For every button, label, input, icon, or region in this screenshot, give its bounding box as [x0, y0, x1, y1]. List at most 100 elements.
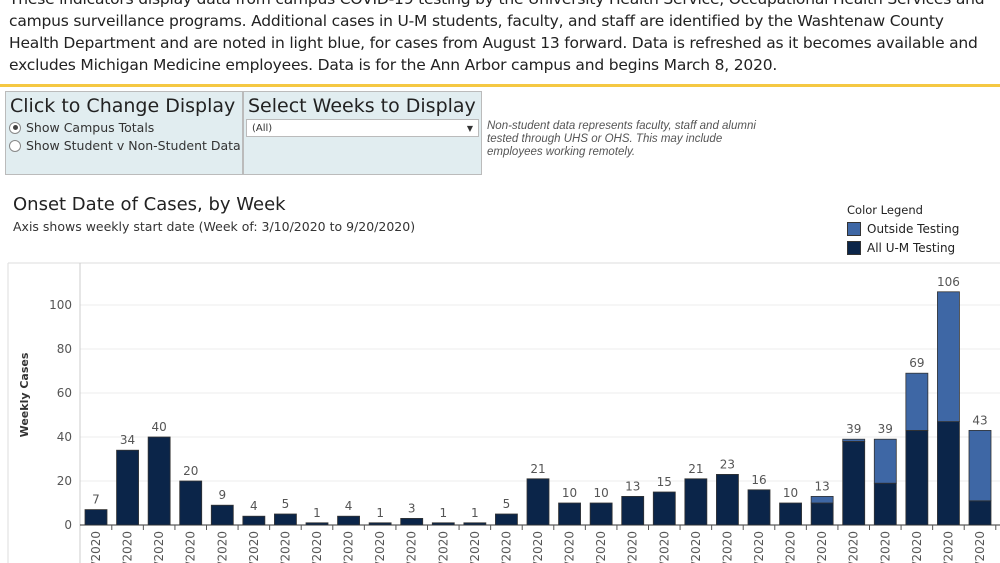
- data-label: 10: [594, 486, 609, 500]
- data-label: 43: [972, 413, 987, 427]
- legend-swatch: [847, 241, 861, 255]
- x-tick-label: /2020: [784, 531, 798, 563]
- x-tick-label: /2020: [89, 531, 103, 563]
- display-panel: Click to Change Display Show Campus Tota…: [5, 91, 243, 175]
- bar-um-testing: [337, 515, 360, 526]
- legend-item-outside[interactable]: Outside Testing: [847, 222, 959, 236]
- radio-selected-icon: [9, 121, 21, 134]
- weeks-panel-title: Select Weeks to Display: [248, 95, 476, 117]
- bar-um-testing: [116, 449, 139, 526]
- data-label: 13: [815, 479, 830, 493]
- weeks-dropdown[interactable]: (All) ▼: [246, 119, 479, 137]
- bar-outside-testing: [873, 438, 897, 484]
- x-tick-label: /2020: [342, 531, 356, 563]
- chevron-down-icon: ▼: [466, 123, 473, 133]
- data-label: 5: [503, 497, 511, 511]
- bar-outside-testing: [842, 438, 866, 442]
- data-label: 20: [183, 464, 198, 478]
- legend-label: Outside Testing: [867, 222, 960, 236]
- data-label: 5: [282, 497, 290, 511]
- x-tick-label: /2020: [689, 531, 703, 563]
- x-tick-label: /2020: [973, 531, 987, 563]
- bar-um-testing: [179, 480, 203, 526]
- divider: [0, 84, 1000, 87]
- x-tick-label: /2020: [752, 531, 766, 563]
- bar-um-testing: [84, 509, 108, 526]
- bar-um-testing: [747, 489, 771, 526]
- y-tick-label: 0: [64, 518, 72, 532]
- data-label: 34: [120, 433, 135, 447]
- bar-outside-testing: [937, 291, 960, 423]
- bar-um-testing: [684, 478, 708, 526]
- data-label: 1: [471, 506, 479, 520]
- bar-um-testing: [274, 513, 297, 526]
- legend-swatch: [847, 222, 861, 236]
- data-label: 16: [751, 473, 766, 487]
- bar-outside-testing: [810, 495, 834, 504]
- y-tick-label: 40: [57, 430, 72, 444]
- bar-um-testing: [368, 522, 392, 526]
- data-label: 4: [345, 499, 353, 513]
- x-tick-label: /2020: [626, 531, 640, 563]
- data-label: 69: [909, 356, 924, 370]
- bar-um-testing: [210, 504, 234, 526]
- x-tick-label: /2020: [247, 531, 261, 563]
- weeks-dropdown-value: (All): [252, 122, 273, 134]
- chart-title: Onset Date of Cases, by Week: [13, 194, 286, 215]
- intro-text: These indicators display data from campu…: [9, 0, 985, 74]
- data-label: 21: [688, 462, 703, 476]
- data-label: 15: [657, 475, 672, 489]
- x-tick-label: /2020: [215, 531, 229, 563]
- bar-um-testing: [463, 522, 487, 526]
- x-tick-label: /2020: [310, 531, 324, 563]
- bar-um-testing: [842, 440, 866, 526]
- data-label: 106: [937, 275, 960, 289]
- bar-um-testing: [305, 522, 329, 526]
- data-label: 1: [439, 506, 447, 520]
- data-label: 1: [313, 506, 321, 520]
- bar-um-testing: [905, 429, 929, 526]
- y-tick-label: 20: [57, 474, 72, 488]
- x-tick-label: /2020: [121, 531, 135, 563]
- data-label: 39: [846, 422, 861, 436]
- radio-label: Show Campus Totals: [26, 120, 155, 135]
- bar-um-testing: [147, 436, 171, 526]
- bar-um-testing: [495, 513, 518, 526]
- x-tick-label: /2020: [563, 531, 577, 563]
- weeks-panel: Select Weeks to Display (All) ▼: [243, 91, 482, 175]
- x-tick-label: /2020: [941, 531, 955, 563]
- bar-um-testing: [779, 502, 802, 526]
- bar-um-testing: [937, 421, 960, 526]
- x-tick-label: /2020: [910, 531, 924, 563]
- legend-title: Color Legend: [847, 203, 923, 217]
- x-tick-label: /2020: [278, 531, 292, 563]
- x-tick-label: /2020: [531, 531, 545, 563]
- y-tick-label: 60: [57, 386, 72, 400]
- data-label: 21: [530, 462, 545, 476]
- bar-um-testing: [873, 482, 897, 526]
- radio-student-v-nonstudent[interactable]: Show Student v Non-Student Data: [9, 138, 242, 153]
- bar-um-testing: [716, 473, 739, 526]
- bar-outside-testing: [905, 372, 929, 431]
- radio-label: Show Student v Non-Student Data: [26, 138, 241, 153]
- bar-um-testing: [652, 491, 676, 526]
- x-tick-label: /2020: [152, 531, 166, 563]
- radio-campus-totals[interactable]: Show Campus Totals: [9, 120, 242, 135]
- bar-um-testing: [968, 500, 992, 526]
- radio-unselected-icon: [9, 139, 21, 152]
- bar-um-testing: [400, 517, 424, 526]
- legend-item-um[interactable]: All U-M Testing: [847, 241, 959, 255]
- x-tick-label: /2020: [499, 531, 513, 563]
- data-label: 7: [92, 493, 100, 507]
- x-tick-label: /2020: [815, 531, 829, 563]
- x-tick-label: /2020: [468, 531, 482, 563]
- x-tick-label: /2020: [184, 531, 198, 563]
- x-tick-label: /2020: [405, 531, 419, 563]
- bar-um-testing: [810, 502, 834, 526]
- bar-um-testing: [431, 522, 455, 526]
- data-label: 4: [250, 499, 258, 513]
- bar-outside-testing: [968, 429, 992, 502]
- bar-um-testing: [242, 515, 266, 526]
- x-tick-label: /2020: [847, 531, 861, 563]
- data-label: 10: [562, 486, 577, 500]
